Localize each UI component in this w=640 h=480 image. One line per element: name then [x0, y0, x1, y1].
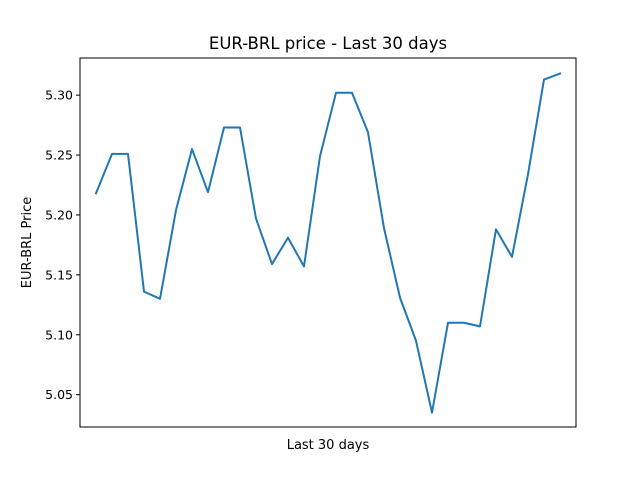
plot-frame — [79, 57, 577, 428]
chart-title: EUR-BRL price - Last 30 days — [209, 34, 447, 53]
series-line — [94, 72, 562, 414]
y-tick-label: 5.10 — [45, 327, 73, 342]
y-tick-label: 5.20 — [45, 207, 73, 222]
x-axis-label: Last 30 days — [287, 438, 370, 453]
y-tick-label: 5.15 — [45, 267, 73, 282]
y-axis-label: EUR-BRL Price — [20, 197, 35, 289]
y-tick-label: 5.25 — [45, 148, 73, 163]
y-tick-label: 5.05 — [45, 387, 73, 402]
y-axis-ticks: 5.05 5.10 5.15 5.20 5.25 5.30 — [45, 88, 80, 402]
y-tick-label: 5.30 — [45, 88, 73, 103]
series-layer — [94, 72, 562, 414]
